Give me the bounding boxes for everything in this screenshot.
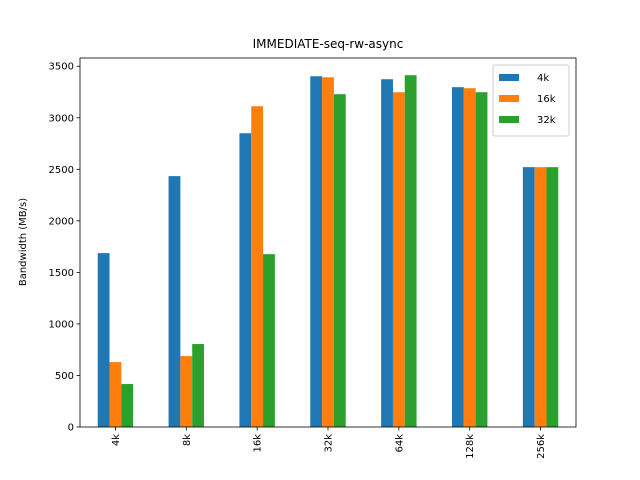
bar <box>534 167 547 427</box>
bar <box>310 76 323 427</box>
y-tick-label: 3500 <box>49 62 74 73</box>
bar <box>109 362 122 427</box>
y-tick-label: 1500 <box>49 268 74 279</box>
y-tick-label: 500 <box>55 371 74 382</box>
x-tick-label: 256k <box>536 434 547 459</box>
bar <box>522 167 535 427</box>
bar <box>333 94 346 427</box>
bar <box>263 254 275 427</box>
bar <box>404 75 417 427</box>
x-tick-label: 4k <box>111 434 122 446</box>
legend-label: 32k <box>537 115 556 126</box>
bar <box>251 106 264 428</box>
bar <box>180 356 193 427</box>
bar <box>452 87 464 427</box>
x-tick-label: 64k <box>394 434 405 453</box>
legend-swatch <box>499 74 519 81</box>
bar <box>322 77 334 427</box>
chart-title: IMMEDIATE-seq-rw-async <box>253 37 404 51</box>
legend-label: 4k <box>537 73 549 84</box>
y-tick-label: 2500 <box>49 165 74 176</box>
x-tick-label: 128k <box>465 434 476 459</box>
bar <box>392 92 405 428</box>
bar <box>168 176 181 427</box>
bar <box>239 133 252 427</box>
y-tick-label: 0 <box>68 423 74 434</box>
x-tick-label: 8k <box>182 434 193 446</box>
bar <box>97 253 110 427</box>
y-tick-label: 2000 <box>49 216 74 227</box>
legend-swatch <box>499 95 519 102</box>
y-tick-label: 1000 <box>49 319 74 330</box>
y-tick-label: 3000 <box>49 113 74 124</box>
bar <box>192 344 204 427</box>
x-tick-label: 16k <box>253 434 264 453</box>
legend-swatch <box>499 116 519 123</box>
legend-label: 16k <box>537 94 556 105</box>
y-axis-label: Bandwidth (MB/s) <box>18 198 29 286</box>
bar <box>463 88 476 427</box>
plot-frame <box>79 57 577 428</box>
bar <box>121 384 134 427</box>
bar <box>475 92 488 428</box>
x-tick-label: 32k <box>324 434 335 453</box>
bar <box>381 79 393 427</box>
bar <box>546 167 559 427</box>
